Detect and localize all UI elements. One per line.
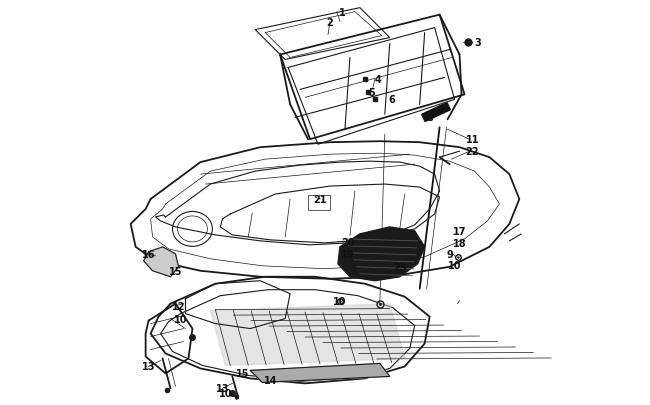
Text: 13: 13 [142,362,155,371]
Text: 15: 15 [169,266,182,276]
Text: 2: 2 [326,17,333,28]
Text: 12: 12 [172,301,185,311]
Text: 14: 14 [263,375,277,386]
Text: 1: 1 [339,8,345,17]
Text: 6: 6 [389,95,395,105]
Polygon shape [211,304,405,366]
Text: 3: 3 [474,37,481,47]
Text: 19: 19 [341,249,355,259]
Text: 10: 10 [174,314,187,324]
Text: 9: 9 [446,249,453,259]
Bar [308,196,330,211]
Text: 23: 23 [393,262,406,272]
Text: 8: 8 [426,113,433,123]
Text: 10: 10 [448,260,462,270]
Polygon shape [144,247,179,277]
Text: 18: 18 [453,238,466,248]
Text: 10: 10 [218,388,232,399]
Text: 13: 13 [216,384,229,393]
Text: 22: 22 [466,147,479,157]
Text: 17: 17 [453,226,466,236]
Text: 10: 10 [333,296,346,306]
Bar [422,103,450,122]
Text: 15: 15 [235,369,249,379]
Polygon shape [250,364,390,382]
Text: 20: 20 [341,237,355,247]
Text: 4: 4 [374,75,381,85]
Text: 16: 16 [142,249,155,259]
Polygon shape [338,227,424,281]
Text: 11: 11 [466,135,479,145]
Text: 21: 21 [313,194,327,205]
Text: 5: 5 [369,88,375,98]
